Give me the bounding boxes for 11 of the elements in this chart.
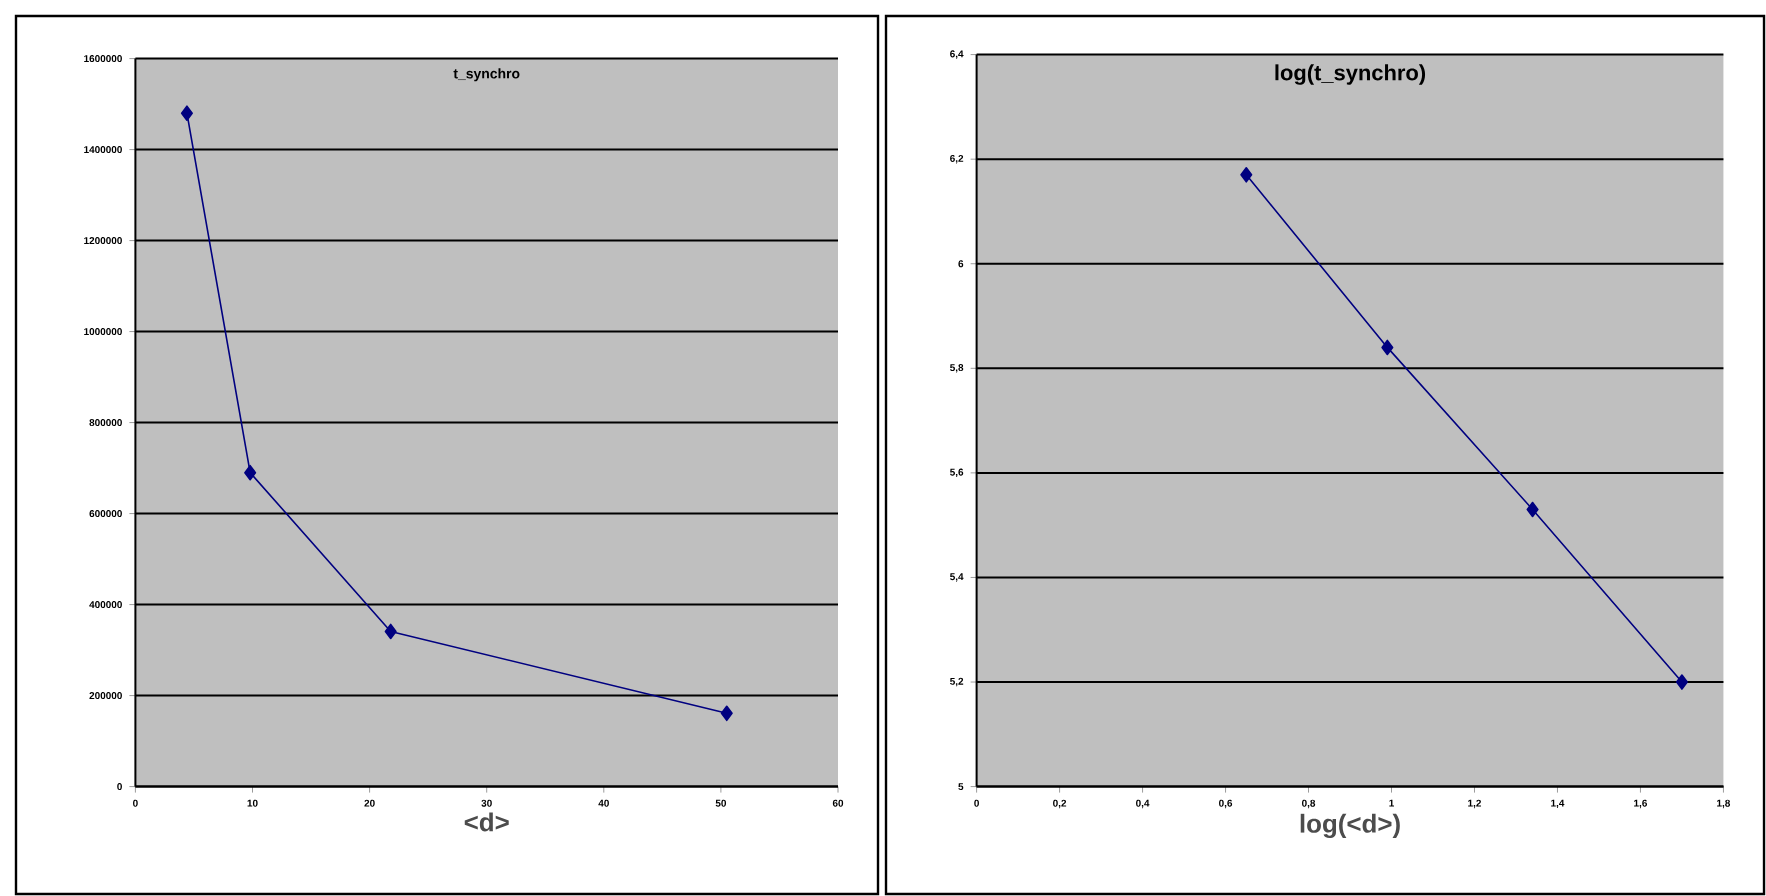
point [720,705,733,722]
x-axis-title: log(<d>) [1300,813,1400,839]
point [180,105,193,121]
point [1526,501,1539,518]
x-axis-title: <d> [464,812,509,832]
chart-title: log(t_synchro) [1275,64,1426,85]
point [1381,339,1394,356]
point [384,623,397,640]
point [1240,167,1253,183]
point [1675,674,1688,690]
point [244,464,257,481]
